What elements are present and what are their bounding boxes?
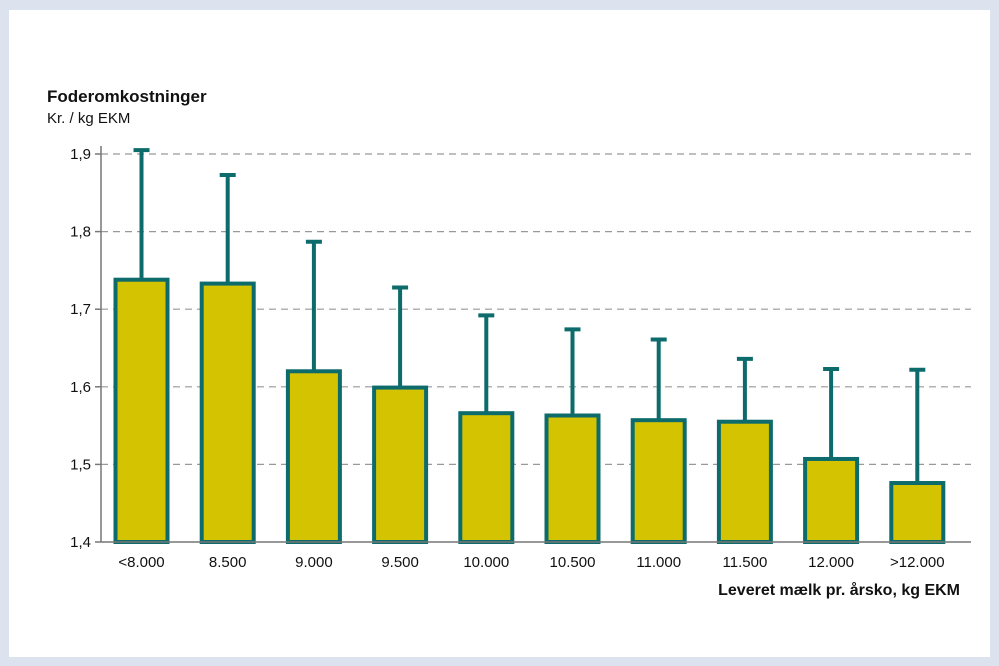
x-tick-label: 9.000	[295, 554, 333, 571]
bar	[630, 418, 687, 544]
x-tick-label: <8.000	[118, 554, 164, 571]
y-tick-label: 1,8	[70, 224, 91, 241]
bar	[803, 456, 860, 544]
y-tick-label: 1,9	[70, 146, 91, 163]
y-axis-label: Kr. / kg EKM	[47, 110, 130, 127]
y-tick-label: 1,6	[70, 379, 91, 396]
x-tick-label: 11.000	[636, 554, 681, 571]
bar	[544, 413, 601, 544]
x-tick-label: 11.500	[723, 554, 768, 571]
bar	[113, 277, 170, 544]
y-tick-label: 1,4	[70, 534, 91, 551]
x-axis-ticks: <8.000 8.500 9.000 9.500 10.000 10.500 11.000 1…	[118, 554, 944, 571]
x-tick-label: >12.000	[890, 554, 945, 571]
x-tick-label: 12.000	[808, 554, 854, 571]
bar	[458, 411, 515, 544]
y-tick-label: 1,7	[70, 301, 91, 318]
chart-card: Foderomkostninger Kr. / kg EKM 1,4 1,5 1,6…	[9, 10, 990, 657]
x-tick-label: 9.500	[381, 554, 419, 571]
bar	[716, 419, 773, 544]
y-axis-ticks: 1,4 1,5 1,6 1,7 1,8 1,9	[70, 146, 101, 551]
chart-title: Foderomkostninger	[47, 87, 207, 106]
bars	[113, 148, 946, 544]
x-tick-label: 10.500	[550, 554, 596, 571]
bar	[889, 481, 946, 544]
x-axis-label: Leveret mælk pr. årsko, kg EKM	[718, 581, 960, 599]
bar	[372, 385, 429, 544]
bar-chart: Foderomkostninger Kr. / kg EKM 1,4 1,5 1,6…	[47, 87, 971, 599]
bar	[285, 369, 342, 544]
x-tick-label: 10.000	[463, 554, 509, 571]
bar	[199, 281, 256, 544]
x-tick-label: 8.500	[209, 554, 247, 571]
y-tick-label: 1,5	[70, 456, 91, 473]
